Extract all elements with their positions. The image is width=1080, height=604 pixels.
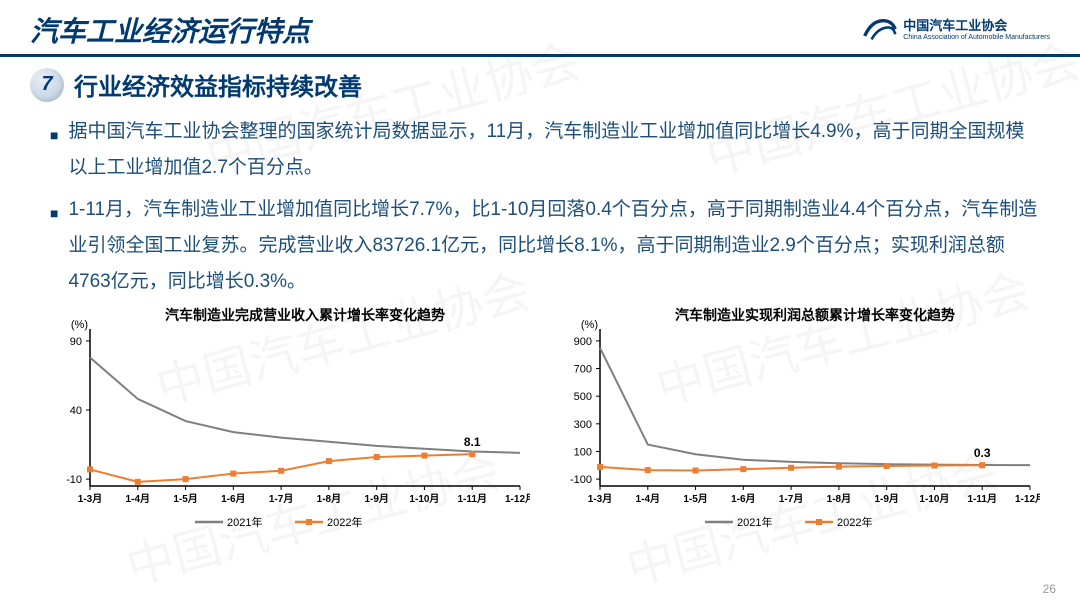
svg-text:2022年: 2022年 xyxy=(327,515,362,529)
svg-text:1-4月: 1-4月 xyxy=(636,493,660,505)
page-number: 26 xyxy=(1043,582,1056,596)
svg-text:1-11月: 1-11月 xyxy=(457,493,486,505)
bullet-item: ■ 1-11月，汽车制造业工业增加值同比增长7.7%，比1-10月回落0.4个百… xyxy=(50,192,1040,300)
section-number-badge: 7 xyxy=(30,68,64,102)
svg-text:40: 40 xyxy=(70,405,82,417)
chart-right: 汽车制造业实现利润总额累计增长率变化趋势 (%) -100 100 300 500 700 9… xyxy=(550,306,1040,541)
profit-chart: 汽车制造业实现利润总额累计增长率变化趋势 (%) -100 100 300 500 700 9… xyxy=(550,306,1040,536)
svg-text:1-11月: 1-11月 xyxy=(967,493,996,505)
page-title: 汽车工业经济运行特点 xyxy=(30,10,310,50)
svg-text:1-8月: 1-8月 xyxy=(827,493,851,505)
logo-text-en: China Association of Automobile Manufact… xyxy=(903,34,1050,41)
svg-text:(%): (%) xyxy=(581,319,598,331)
svg-text:1-6月: 1-6月 xyxy=(221,493,245,505)
section-subtitle: 行业经济效益指标持续改善 xyxy=(74,67,362,102)
svg-text:1-10月: 1-10月 xyxy=(409,493,439,505)
svg-text:0.3: 0.3 xyxy=(974,447,991,461)
section-header: 7 行业经济效益指标持续改善 xyxy=(0,67,1080,102)
svg-text:700: 700 xyxy=(574,364,592,376)
svg-text:(%): (%) xyxy=(71,319,88,331)
svg-text:300: 300 xyxy=(574,419,592,431)
svg-text:1-7月: 1-7月 xyxy=(269,493,293,505)
logo-icon xyxy=(863,17,897,43)
charts-container: 汽车制造业完成营业收入累计增长率变化趋势 (%) -10 40 90 1-3月 1-4月 1-… xyxy=(0,306,1080,541)
bullet-item: ■ 据中国汽车工业协会整理的国家统计局数据显示，11月，汽车制造业工业增加值同比… xyxy=(50,114,1040,186)
bullet-marker-icon: ■ xyxy=(50,114,58,186)
svg-text:500: 500 xyxy=(574,392,592,404)
svg-text:1-12月: 1-12月 xyxy=(1015,493,1040,505)
svg-text:1-3月: 1-3月 xyxy=(588,493,612,505)
svg-text:1-4月: 1-4月 xyxy=(126,493,150,505)
svg-text:汽车制造业完成营业收入累计增长率变化趋势: 汽车制造业完成营业收入累计增长率变化趋势 xyxy=(165,307,445,323)
svg-text:8.1: 8.1 xyxy=(464,436,481,450)
svg-text:2021年: 2021年 xyxy=(737,515,772,529)
header-divider xyxy=(0,54,1080,57)
chart-left: 汽车制造业完成营业收入累计增长率变化趋势 (%) -10 40 90 1-3月 1-4月 1-… xyxy=(40,306,530,541)
header: 汽车工业经济运行特点 中国汽车工业协会 China Association of… xyxy=(0,0,1080,54)
svg-text:1-5月: 1-5月 xyxy=(173,493,197,505)
bullet-text: 1-11月，汽车制造业工业增加值同比增长7.7%，比1-10月回落0.4个百分点… xyxy=(68,192,1040,300)
bullet-text: 据中国汽车工业协会整理的国家统计局数据显示，11月，汽车制造业工业增加值同比增长… xyxy=(68,114,1040,186)
svg-text:90: 90 xyxy=(70,336,82,348)
svg-text:900: 900 xyxy=(574,336,592,348)
svg-text:1-12月: 1-12月 xyxy=(505,493,530,505)
svg-text:1-9月: 1-9月 xyxy=(874,493,898,505)
logo: 中国汽车工业协会 China Association of Automobile… xyxy=(863,17,1050,43)
svg-text:汽车制造业实现利润总额累计增长率变化趋势: 汽车制造业实现利润总额累计增长率变化趋势 xyxy=(675,307,955,323)
svg-text:1-5月: 1-5月 xyxy=(683,493,707,505)
bullet-list: ■ 据中国汽车工业协会整理的国家统计局数据显示，11月，汽车制造业工业增加值同比… xyxy=(0,114,1080,300)
svg-text:1-6月: 1-6月 xyxy=(731,493,755,505)
bullet-marker-icon: ■ xyxy=(50,192,58,300)
svg-text:2022年: 2022年 xyxy=(837,515,872,529)
logo-text-cn: 中国汽车工业协会 xyxy=(903,19,1050,33)
svg-text:1-8月: 1-8月 xyxy=(317,493,341,505)
svg-text:-10: -10 xyxy=(66,475,82,487)
svg-text:-100: -100 xyxy=(570,475,592,487)
svg-text:1-3月: 1-3月 xyxy=(78,493,102,505)
svg-text:1-9月: 1-9月 xyxy=(364,493,388,505)
svg-text:2021年: 2021年 xyxy=(227,515,262,529)
svg-text:1-10月: 1-10月 xyxy=(919,493,949,505)
svg-text:100: 100 xyxy=(574,447,592,459)
svg-text:1-7月: 1-7月 xyxy=(779,493,803,505)
revenue-chart: 汽车制造业完成营业收入累计增长率变化趋势 (%) -10 40 90 1-3月 1-4月 1-… xyxy=(40,306,530,536)
